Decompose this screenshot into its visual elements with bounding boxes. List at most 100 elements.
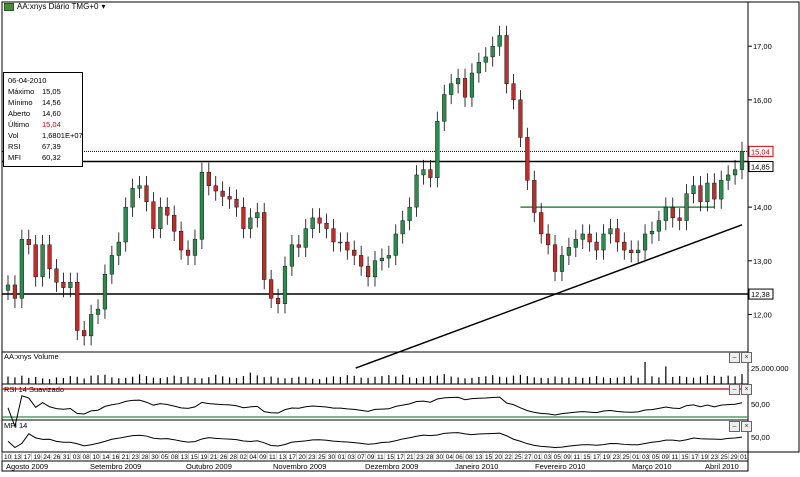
x-month-label: Setembro 2009	[90, 462, 141, 471]
candle-body	[525, 137, 530, 181]
candle-body	[698, 185, 703, 202]
candle-body	[61, 282, 66, 288]
candle-body	[539, 212, 544, 235]
candle-body	[19, 239, 24, 299]
candle-body	[573, 239, 578, 248]
volume-bar	[457, 377, 459, 384]
x-day-label: 23	[711, 454, 719, 461]
x-day-label: 21	[210, 454, 218, 461]
volume-bar	[388, 375, 390, 384]
data-window: 06-04-2010 Máximo 15,05 Mínimo 14,56 Abert…	[3, 72, 83, 167]
volume-bar	[692, 377, 695, 384]
candle-body	[649, 231, 655, 235]
candle-body	[636, 249, 641, 253]
volume-bar	[706, 375, 708, 384]
candle-body	[656, 220, 661, 232]
volume-bar	[69, 376, 71, 384]
volume-bar	[402, 374, 404, 384]
volume-bar	[208, 377, 210, 384]
volume-bar	[97, 375, 99, 384]
x-day-label: 26	[220, 454, 228, 461]
candle-body	[5, 284, 11, 291]
chart-title: AA:xnys Diário TMG+0	[17, 2, 99, 11]
x-day-label: 08	[465, 454, 473, 461]
candle-body	[732, 169, 738, 176]
row-value: 14,60	[42, 109, 61, 118]
rsi-close-button[interactable]: ×	[741, 384, 752, 395]
candle-body	[109, 255, 114, 275]
rsi-panel-frame	[1, 383, 749, 421]
x-day-label: 25	[318, 454, 326, 461]
volume-bar	[360, 377, 362, 384]
candle-body	[289, 244, 294, 267]
x-day-label: 03	[544, 454, 552, 461]
volume-bar	[699, 376, 702, 384]
volume-bar	[235, 378, 238, 384]
candle-body	[199, 172, 204, 240]
candle-body	[130, 188, 135, 208]
candle-body	[303, 228, 308, 248]
volume-bar	[533, 377, 535, 384]
resistance-price-tag-box	[748, 161, 774, 173]
rsi-minimize-button[interactable]: –	[729, 384, 740, 395]
chevron-down-icon[interactable]: ▾	[101, 2, 106, 11]
rsi-tick-label: 50,00	[751, 400, 770, 409]
candle-body	[407, 206, 412, 221]
volume-bar	[367, 377, 369, 384]
x-day-label: 25	[721, 454, 729, 461]
volume-bar	[505, 377, 508, 384]
x-day-label: 28	[141, 454, 149, 461]
candle-body	[172, 214, 177, 232]
volume-bar	[422, 376, 425, 384]
volume-bar	[409, 377, 411, 384]
volume-bar	[166, 377, 168, 384]
candle-body	[248, 217, 253, 229]
candle-body	[580, 233, 585, 240]
symbol-icon	[4, 2, 14, 11]
volume-close-button[interactable]: ×	[741, 352, 752, 363]
x-day-label: 30	[436, 454, 444, 461]
volume-bar	[630, 375, 632, 384]
volume-bar	[83, 378, 85, 384]
candle-body	[435, 121, 440, 178]
x-day-label: 23	[416, 454, 424, 461]
candle-body	[123, 206, 128, 243]
trendline	[355, 224, 743, 369]
candle-body	[739, 151, 745, 170]
candle-body	[629, 249, 634, 253]
x-day-label: 08	[83, 454, 91, 461]
volume-bar	[686, 377, 688, 384]
x-month-label: Dezembro 2009	[365, 462, 418, 471]
candle-body	[456, 78, 461, 84]
candle-body	[726, 174, 731, 181]
candle-body	[54, 268, 59, 283]
x-day-label: 26	[53, 454, 61, 461]
volume-bar	[679, 376, 681, 384]
candle-body	[608, 228, 613, 235]
y-tick-label: 17,00	[753, 42, 772, 51]
candle-body	[504, 35, 509, 84]
volume-minimize-button[interactable]: –	[729, 352, 740, 363]
x-day-label: 19	[603, 454, 611, 461]
volume-bar	[298, 376, 300, 384]
rsi-line	[7, 395, 743, 429]
volume-bar	[263, 377, 265, 384]
x-day-label: 11	[377, 454, 384, 461]
row-label: RSI	[8, 142, 21, 151]
x-day-label: 27	[524, 454, 532, 461]
mfi-minimize-button[interactable]: –	[729, 421, 740, 432]
candle-body	[116, 241, 121, 256]
x-day-label: 31	[63, 454, 71, 461]
volume-bar	[256, 375, 258, 384]
volume-bar	[478, 376, 480, 384]
volume-bar	[173, 375, 175, 384]
candle-body	[89, 314, 94, 337]
volume-bar	[291, 377, 293, 384]
mfi-close-button[interactable]: ×	[741, 421, 752, 432]
candle-body	[338, 241, 343, 244]
chart-header[interactable]: AA:xnys Diário TMG+0 ▾	[4, 2, 105, 11]
x-day-label: 11	[269, 454, 276, 461]
x-day-label: 21	[406, 454, 414, 461]
candle-body	[227, 196, 232, 200]
volume-bar	[312, 378, 314, 384]
